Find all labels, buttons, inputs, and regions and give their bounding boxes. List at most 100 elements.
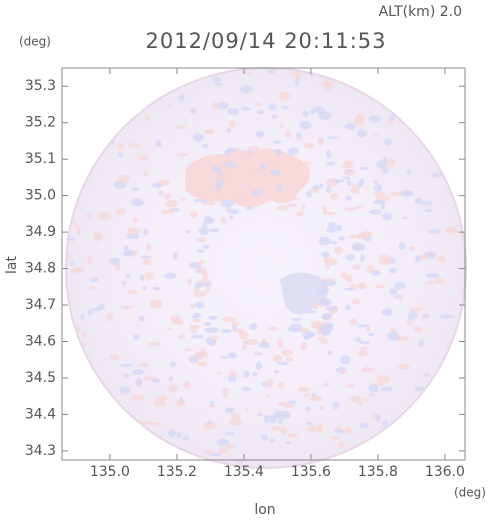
speckle: [189, 303, 195, 310]
speckle: [321, 251, 330, 259]
speckle: [118, 174, 131, 183]
speckle: [131, 369, 144, 376]
speckle: [87, 309, 93, 316]
speckle: [434, 278, 445, 284]
speckle: [202, 270, 208, 279]
speckle: [357, 324, 368, 328]
speckle: [368, 383, 379, 393]
speckle: [228, 119, 236, 128]
speckle: [169, 361, 177, 368]
speckle: [261, 434, 268, 441]
speckle: [437, 255, 446, 263]
speckle: [287, 327, 300, 332]
speckle: [194, 281, 203, 289]
speckle: [439, 314, 454, 319]
speckle: [239, 85, 253, 94]
speckle: [126, 227, 141, 235]
speckle: [358, 340, 371, 345]
speckle: [338, 236, 346, 241]
speckle: [409, 306, 424, 312]
speckle: [219, 355, 228, 359]
speckle: [198, 226, 210, 236]
speckle: [406, 169, 412, 176]
speckle: [209, 452, 222, 457]
speckle: [273, 354, 282, 364]
speckle: [126, 233, 140, 240]
speckle: [255, 130, 265, 138]
x-tick-label: 136.0: [425, 464, 465, 480]
speckle: [350, 183, 356, 187]
speckle: [210, 192, 223, 200]
x-tick-label: 135.8: [358, 464, 398, 480]
speckle: [181, 197, 186, 202]
speckle: [302, 110, 310, 118]
speckle: [298, 386, 310, 392]
speckle: [106, 312, 114, 322]
speckle: [87, 254, 93, 264]
speckle: [352, 264, 361, 270]
speckle: [318, 406, 326, 410]
speckle: [312, 302, 319, 310]
speckle: [231, 412, 241, 418]
x-axis-label: lon: [254, 502, 275, 518]
speckle: [344, 426, 352, 434]
y-axis-label: lat: [4, 256, 20, 274]
speckle: [209, 228, 220, 233]
speckle: [369, 209, 382, 215]
speckle: [156, 422, 161, 426]
speckle: [241, 386, 251, 392]
speckle: [271, 114, 278, 120]
chart-title: 2012/09/14 20:11:53: [145, 29, 386, 53]
speckle: [383, 419, 388, 428]
speckle: [109, 257, 121, 265]
radar-image: [66, 68, 466, 468]
speckle: [413, 325, 423, 333]
speckle: [69, 260, 75, 266]
speckle: [300, 166, 310, 170]
speckle: [166, 104, 172, 109]
speckle: [418, 339, 425, 348]
speckle: [327, 136, 341, 140]
speckle: [216, 371, 222, 375]
speckle: [144, 114, 150, 122]
speckle: [175, 400, 186, 407]
speckle: [245, 407, 250, 412]
speckle: [258, 163, 266, 170]
speckle: [373, 192, 386, 197]
speckle: [287, 147, 299, 155]
x-unit: (deg): [454, 486, 486, 500]
speckle: [380, 386, 394, 392]
speckle: [202, 200, 216, 206]
speckle: [155, 140, 162, 148]
speckle: [197, 361, 207, 367]
speckle: [291, 71, 302, 78]
speckle: [386, 117, 394, 126]
speckle: [258, 341, 271, 349]
speckle: [371, 270, 382, 276]
speckle: [334, 246, 344, 255]
speckle: [238, 331, 249, 340]
speckle: [280, 426, 288, 435]
y-tick-label: 34.4: [25, 406, 56, 422]
speckle: [378, 258, 393, 265]
speckle: [336, 225, 343, 232]
speckle: [89, 286, 96, 290]
speckle: [203, 282, 213, 288]
y-tick-label: 34.8: [25, 261, 56, 277]
speckle: [135, 378, 143, 387]
speckle: [234, 148, 242, 152]
speckle: [292, 170, 299, 174]
speckle: [408, 310, 418, 320]
speckle: [225, 444, 235, 449]
speckle: [168, 384, 178, 393]
speckle: [265, 393, 270, 398]
y-tick-label: 34.7: [25, 297, 56, 313]
speckle: [137, 362, 150, 368]
speckle: [193, 198, 207, 203]
speckle: [376, 160, 388, 169]
speckle: [322, 204, 327, 213]
speckle: [176, 432, 182, 439]
speckle: [344, 274, 353, 283]
speckle: [160, 209, 174, 215]
speckle: [132, 216, 138, 223]
